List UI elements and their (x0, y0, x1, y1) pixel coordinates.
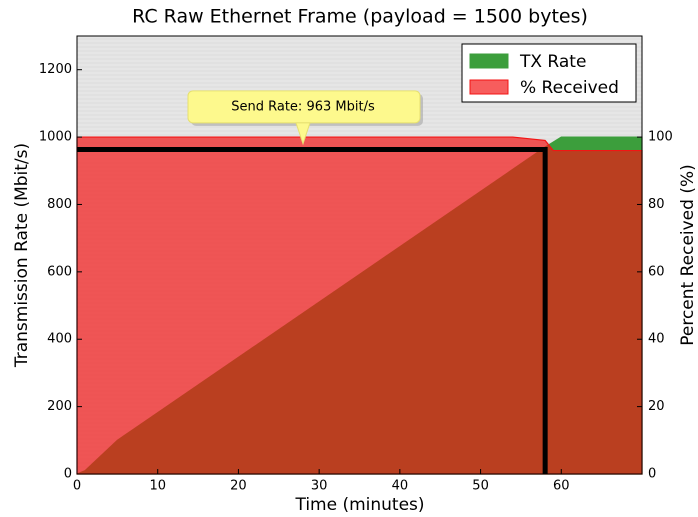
legend-swatch (469, 53, 509, 69)
area (76, 136, 643, 475)
x-tick-label: 40 (392, 479, 409, 494)
y-tick-label: 0 (64, 467, 72, 482)
x-tick-label: 10 (149, 479, 166, 494)
annotation-text: Send Rate: 963 Mbit/s (231, 99, 375, 114)
plot-frame (76, 35, 643, 475)
x-tick-label: 50 (472, 479, 489, 494)
y2-axis-label: Percent Received (%) (678, 164, 698, 346)
x-tick-label: 0 (73, 479, 81, 494)
x-tick-label: 30 (311, 479, 328, 494)
y2-tick-label: 20 (648, 399, 665, 414)
y2-tick-label: 0 (648, 467, 656, 482)
x-axis-label: Time (minutes) (294, 495, 424, 515)
y-axis-label: Transmission Rate (Mbit/s) (12, 143, 32, 368)
y-tick-label: 1200 (39, 62, 72, 77)
y2-tick-label: 60 (648, 264, 665, 279)
y-tick-label: 1000 (39, 130, 72, 145)
y-tick-label: 800 (47, 197, 72, 212)
y-tick-label: 200 (47, 399, 72, 414)
y-tick-label: 400 (47, 332, 72, 347)
chart-title: RC Raw Ethernet Frame (payload = 1500 by… (132, 6, 588, 28)
legend-swatch (469, 79, 509, 95)
y2-tick-label: 100 (648, 130, 673, 145)
annotation-arrow (295, 122, 311, 146)
x-tick-label: 20 (230, 479, 247, 494)
y2-tick-label: 80 (648, 197, 665, 212)
x-tick-label: 60 (553, 479, 570, 494)
legend-label: TX Rate (519, 52, 586, 72)
y2-tick-label: 40 (648, 332, 665, 347)
legend-label: % Received (520, 78, 619, 98)
y-tick-label: 600 (47, 264, 72, 279)
